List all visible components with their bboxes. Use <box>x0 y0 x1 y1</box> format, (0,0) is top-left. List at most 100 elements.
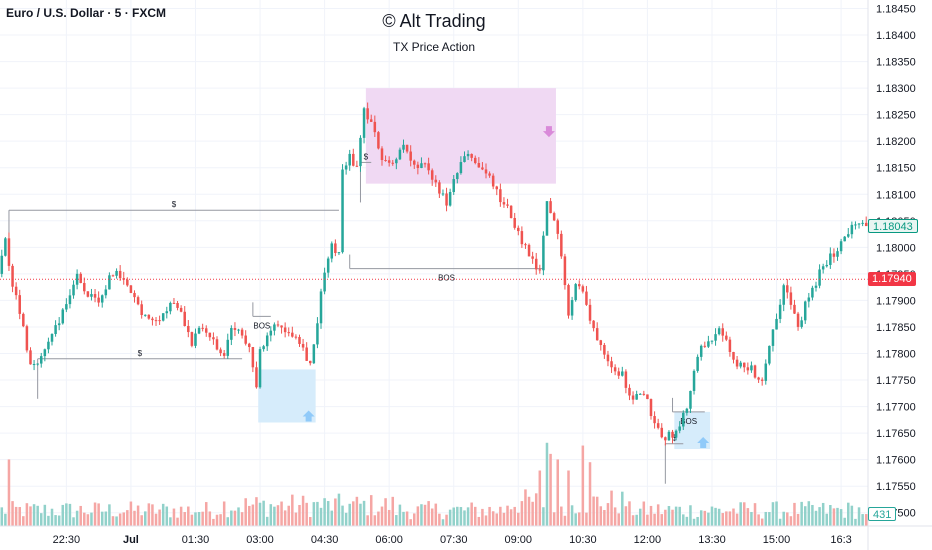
arrow-up-icon <box>697 437 710 449</box>
volume-bar <box>717 508 721 526</box>
current-price-label: 1.18043 <box>868 219 918 234</box>
volume-bar <box>219 514 222 526</box>
candle-body <box>61 309 65 324</box>
volume-bar <box>664 509 667 526</box>
bos-label: BOS <box>253 321 270 330</box>
candle-body <box>782 285 785 305</box>
volume-bar <box>420 504 423 526</box>
candle-body <box>75 273 79 285</box>
arrow-down-icon <box>542 126 555 138</box>
candle-body <box>298 336 301 344</box>
volume-bar <box>592 496 595 526</box>
price-tick-label: 1.17750 <box>876 375 916 387</box>
volume-bar <box>692 518 696 526</box>
volume-bar <box>362 500 366 526</box>
volume-bar <box>621 491 624 526</box>
volume-bar <box>179 506 183 526</box>
volume-bar <box>187 506 190 526</box>
candle-body <box>552 213 556 221</box>
volume-bar <box>570 505 574 526</box>
candle-body <box>208 332 212 338</box>
candle-body <box>147 314 151 319</box>
volume-bar <box>344 512 348 526</box>
price-tick-label: 1.18300 <box>876 83 916 95</box>
volume-bar <box>581 445 585 526</box>
liquidity-label: $ <box>672 434 677 443</box>
candle-body <box>176 302 179 308</box>
candle-body <box>660 427 664 438</box>
candle-body <box>276 324 280 326</box>
candle-body <box>735 359 739 367</box>
volume-bar <box>671 509 674 526</box>
volume-bar <box>65 503 68 526</box>
volume-bar <box>387 509 391 526</box>
price-tick-label: 1.17850 <box>876 322 916 334</box>
volume-bar <box>43 504 47 526</box>
candle-body <box>491 175 495 187</box>
candle-body <box>136 297 140 305</box>
volume-bar <box>427 501 430 526</box>
time-tick-label: 01:30 <box>182 534 210 546</box>
candle-body <box>509 205 513 218</box>
volume-bar <box>542 507 545 526</box>
candle-body <box>352 153 355 166</box>
candle-body <box>237 329 240 331</box>
candle-body <box>814 285 818 288</box>
volume-bar <box>276 505 280 526</box>
volume-bar <box>434 503 438 526</box>
volume-bar <box>631 515 635 526</box>
candle-body <box>373 121 377 133</box>
candle-body <box>197 327 201 334</box>
volume-bar <box>395 515 398 526</box>
volume-bar <box>843 517 846 526</box>
candle-body <box>728 339 732 352</box>
volume-bar <box>857 507 861 526</box>
candle-body <box>330 243 334 259</box>
candle-body <box>459 162 463 174</box>
volume-bar <box>534 493 538 526</box>
price-tick-label: 1.18350 <box>876 57 916 69</box>
volume-bar <box>201 511 204 526</box>
price-tick-label: 1.17650 <box>876 428 916 440</box>
candle-body <box>377 132 380 149</box>
time-tick-label: 10:30 <box>569 534 597 546</box>
candle-body <box>323 272 326 292</box>
candle-body <box>527 244 531 257</box>
volume-bar <box>126 510 129 526</box>
time-tick-label: Jul <box>123 534 139 546</box>
volume-bar <box>635 514 638 526</box>
volume-bar <box>674 506 678 526</box>
time-tick-label: 12:00 <box>634 534 662 546</box>
volume-bar <box>283 510 287 526</box>
volume-bar <box>463 510 466 526</box>
candle-body <box>169 302 172 312</box>
volume-bar <box>764 511 768 526</box>
candle-body <box>11 265 14 287</box>
candle-body <box>624 371 628 388</box>
volume-bar <box>775 501 778 526</box>
volume-bar <box>83 512 86 526</box>
candle-body <box>283 327 287 333</box>
volume-bar <box>161 503 165 526</box>
volume-bar <box>147 503 151 526</box>
volume-bar <box>348 503 351 526</box>
candle-body <box>542 235 545 271</box>
volume-bar <box>832 508 836 526</box>
volume-bar <box>796 513 800 526</box>
candle-body <box>86 291 90 297</box>
candle-body <box>699 345 703 357</box>
volume-bar <box>574 513 577 526</box>
candle-body <box>764 363 768 381</box>
volume-bar <box>613 507 617 526</box>
candle-body <box>395 159 398 164</box>
volume-bar <box>50 508 54 526</box>
candle-body <box>481 167 484 170</box>
volume-bar <box>100 511 104 526</box>
volume-bar <box>481 508 484 526</box>
candle-body <box>574 284 577 301</box>
volume-bar <box>154 513 158 526</box>
volume-bar <box>563 515 567 526</box>
volume-bar <box>319 507 323 526</box>
